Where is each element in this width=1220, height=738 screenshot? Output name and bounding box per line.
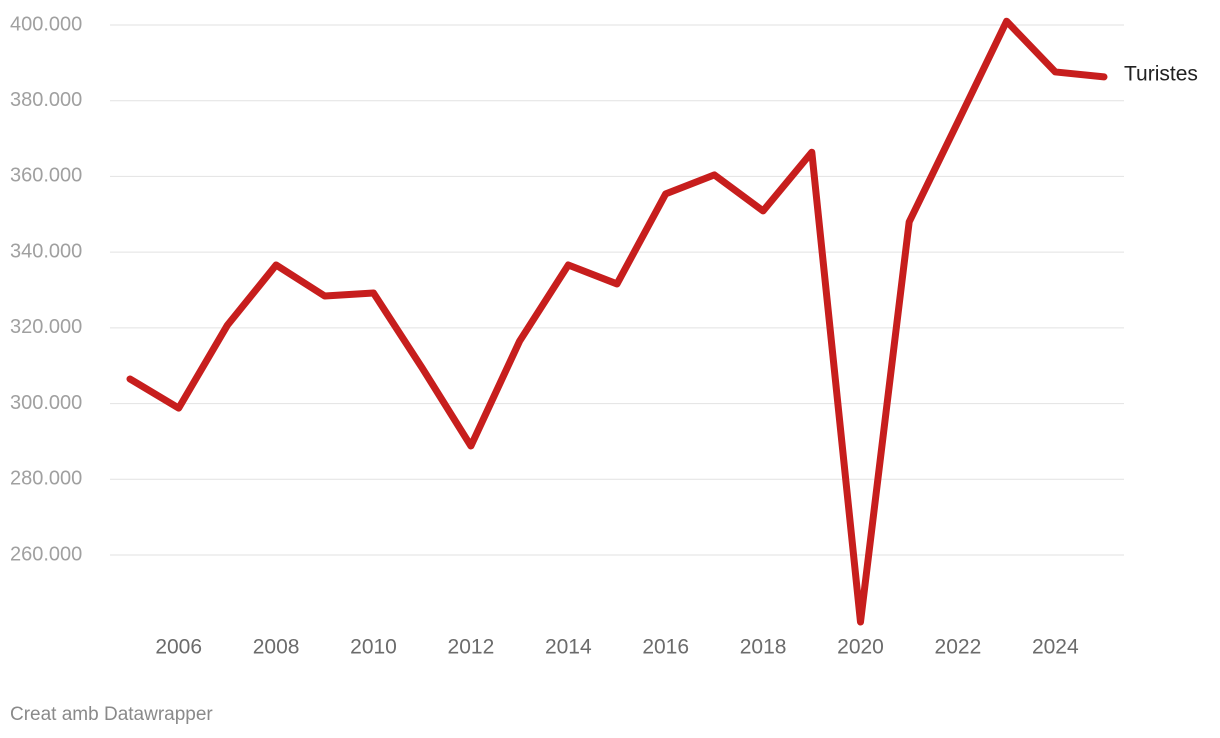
y-tick-label: 360.000 xyxy=(10,165,82,187)
y-tick-label: 320.000 xyxy=(10,316,82,338)
y-tick-label: 400.000 xyxy=(10,13,82,35)
x-tick-label: 2006 xyxy=(155,636,202,659)
y-tick-label: 340.000 xyxy=(10,240,82,262)
x-tick-label: 2018 xyxy=(740,636,787,659)
series-label: Turistes xyxy=(1124,62,1198,85)
footer: Creat amb Datawrapper xyxy=(10,704,213,725)
y-tick-label: 380.000 xyxy=(10,89,82,111)
y-tick-label: 300.000 xyxy=(10,392,82,414)
x-tick-label: 2022 xyxy=(935,636,982,659)
x-tick-label: 2024 xyxy=(1032,636,1079,659)
x-tick-label: 2014 xyxy=(545,636,592,659)
x-tick-label: 2008 xyxy=(253,636,300,659)
x-tick-label: 2016 xyxy=(642,636,689,659)
y-tick-label: 280.000 xyxy=(10,468,82,490)
x-tick-label: 2020 xyxy=(837,636,884,659)
x-tick-label: 2010 xyxy=(350,636,397,659)
series-line xyxy=(126,17,1108,626)
y-tick-label: 260.000 xyxy=(10,543,82,565)
x-tick-label: 2012 xyxy=(448,636,495,659)
